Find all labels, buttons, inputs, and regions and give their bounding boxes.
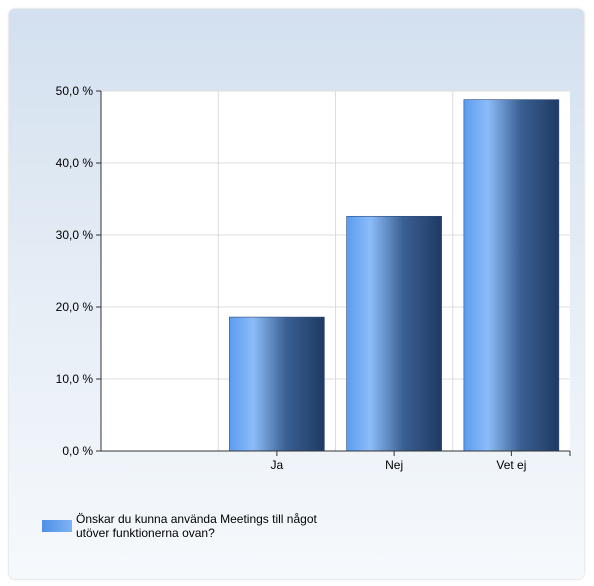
y-tick-label: 0,0 %	[62, 444, 93, 458]
y-tick-label: 30,0 %	[56, 228, 94, 242]
x-tick-label: Ja	[271, 458, 284, 472]
legend-swatch	[42, 520, 72, 532]
x-tick-label: Nej	[385, 458, 403, 472]
y-tick-label: 20,0 %	[56, 300, 94, 314]
y-tick-label: 50,0 %	[56, 84, 94, 98]
legend: Önskar du kunna använda Meetings till nå…	[42, 512, 326, 540]
bar-vet-ej	[463, 99, 560, 452]
y-tick-label: 40,0 %	[56, 156, 94, 170]
bar-ja	[229, 316, 325, 452]
legend-label: Önskar du kunna använda Meetings till nå…	[76, 512, 317, 540]
x-tick-label: Vet ej	[496, 458, 526, 472]
bar-nej	[346, 215, 442, 452]
y-tick-label: 10,0 %	[56, 372, 94, 386]
